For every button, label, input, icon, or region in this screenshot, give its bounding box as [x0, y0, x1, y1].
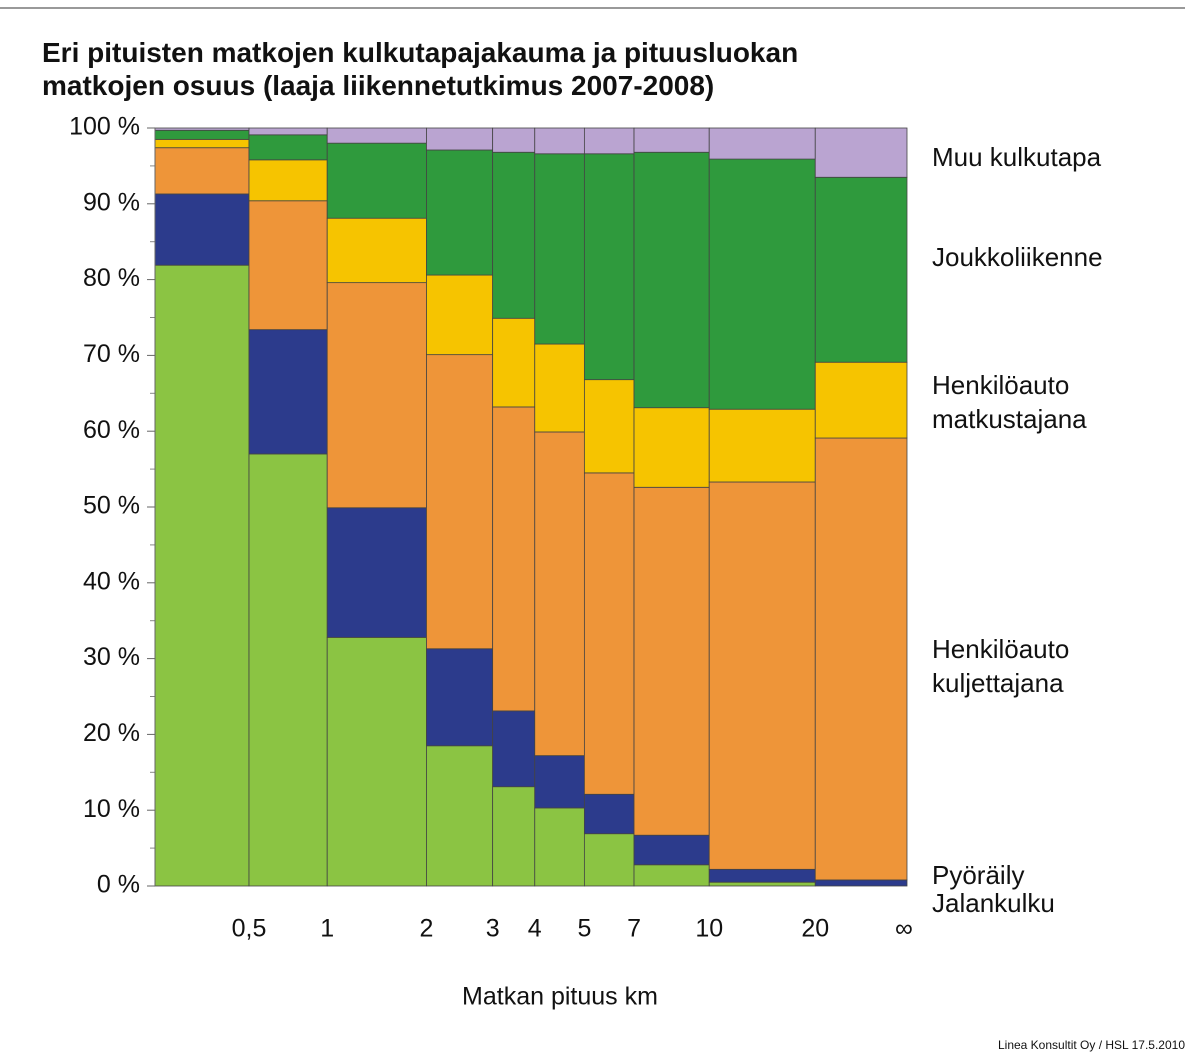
segment [814, 879, 908, 887]
chart-title: Eri pituisten matkojen kulkutapajakauma … [42, 36, 798, 102]
x-tick-label: 10 [695, 915, 723, 943]
segment [633, 834, 710, 866]
segment [583, 793, 635, 835]
x-tick-label: 2 [420, 915, 434, 943]
segment [708, 408, 816, 483]
segment [633, 407, 710, 488]
segment [326, 636, 427, 887]
y-tick-label: 20 % [83, 719, 140, 747]
segment [154, 129, 250, 140]
source: Linea Konsultit Oy / HSL 17.5.2010 [998, 1038, 1185, 1052]
y-tick-label: 70 % [83, 340, 140, 368]
x-tick-label: 1 [320, 915, 334, 943]
segment [534, 755, 585, 809]
segment [154, 193, 250, 266]
segment [426, 274, 494, 356]
segment [534, 343, 585, 433]
title-line: Eri pituisten matkojen kulkutapajakauma … [42, 37, 799, 68]
segment [154, 147, 250, 195]
segment [326, 142, 427, 219]
segment [708, 868, 816, 883]
segment [248, 127, 328, 136]
y-tick-label: 50 % [83, 492, 140, 520]
segment [583, 379, 635, 474]
legend-label: Pyöräily [932, 860, 1025, 890]
segment [583, 153, 635, 381]
segment [814, 437, 908, 881]
segment [426, 127, 494, 151]
legend-label: Muu kulkutapa [932, 142, 1102, 172]
x-tick-label: 3 [486, 915, 500, 943]
y-tick-label: 80 % [83, 264, 140, 292]
x-tick-label: 4 [528, 915, 542, 943]
x-tick-label: 20 [801, 915, 829, 943]
segment [154, 138, 250, 149]
segment [814, 176, 908, 363]
x-tick-label: 0,5 [232, 915, 267, 943]
segment [326, 507, 427, 638]
segment [154, 264, 250, 887]
segment [154, 127, 250, 131]
segment [248, 134, 328, 161]
segment [248, 329, 328, 455]
segment [326, 217, 427, 284]
segment [534, 153, 585, 345]
legend-label: Joukkoliikenne [932, 242, 1103, 272]
segment [426, 149, 494, 276]
segment [814, 127, 908, 178]
segment [534, 807, 585, 887]
segment [492, 151, 536, 319]
segment [708, 127, 816, 160]
segment [326, 282, 427, 509]
segment [633, 127, 710, 153]
x-axis-label: Matkan pituus km [462, 983, 658, 1011]
segment [708, 158, 816, 410]
segment [248, 159, 328, 202]
legend-label: Henkilöauto kuljettajana [932, 634, 1070, 698]
segment [326, 127, 427, 144]
y-tick-label: 30 % [83, 643, 140, 671]
title-line: matkojen osuus (laaja liikennetutkimus 2… [42, 70, 715, 101]
y-tick-label: 0 % [97, 871, 140, 899]
segment [633, 864, 710, 887]
y-tick-label: 10 % [83, 795, 140, 823]
segment [534, 127, 585, 155]
legend-label: Jalankulku [932, 888, 1055, 918]
segment [583, 472, 635, 795]
y-tick-label: 40 % [83, 567, 140, 595]
segment [426, 354, 494, 650]
segment [426, 745, 494, 887]
segment [814, 361, 908, 439]
legend-label: Henkilöauto matkustajana [932, 370, 1087, 434]
segment [248, 200, 328, 331]
segment [492, 786, 536, 887]
segment [534, 431, 585, 757]
segment [426, 648, 494, 747]
segment [633, 486, 710, 836]
y-tick-label: 100 % [69, 113, 140, 141]
segment [708, 881, 816, 887]
segment [248, 453, 328, 887]
segment [633, 151, 710, 409]
segment [492, 127, 536, 153]
x-tick-label: 7 [627, 915, 641, 943]
segment [583, 127, 635, 155]
x-tick-label: 5 [577, 915, 591, 943]
y-tick-label: 60 % [83, 416, 140, 444]
segment [492, 406, 536, 712]
x-tick-label: ∞ [895, 915, 913, 943]
segment [583, 833, 635, 887]
segment [708, 481, 816, 870]
segment [492, 710, 536, 788]
segment [492, 317, 536, 408]
y-tick-label: 90 % [83, 188, 140, 216]
